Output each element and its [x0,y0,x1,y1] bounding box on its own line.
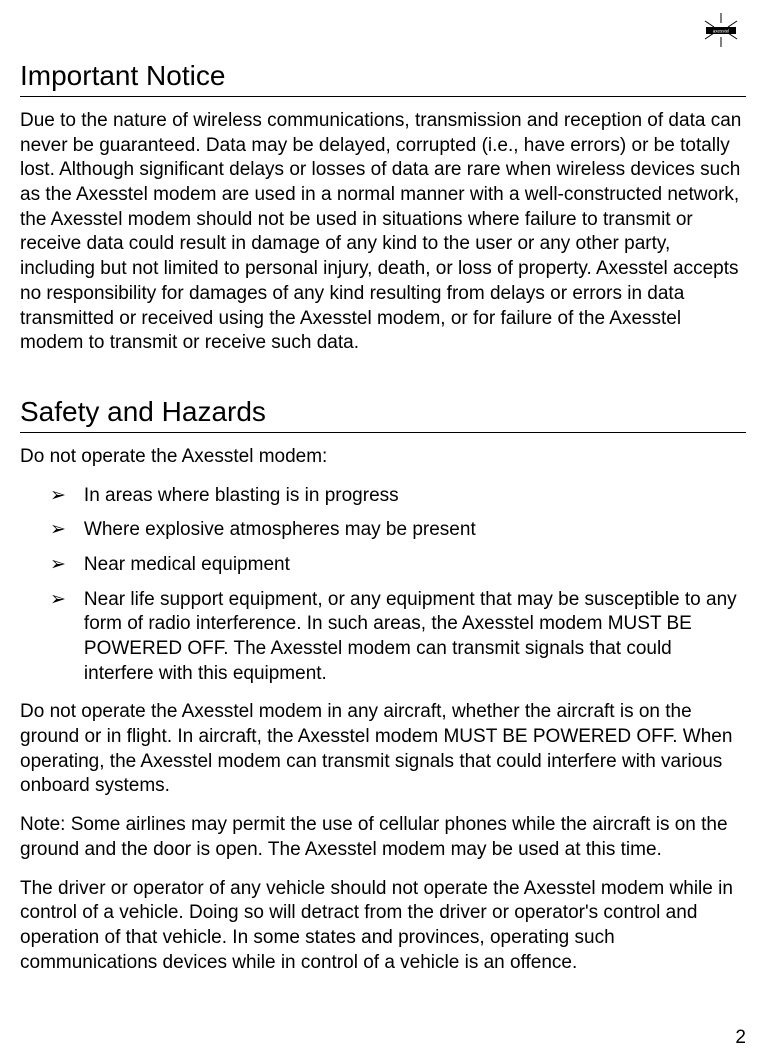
aircraft-paragraph: Do not operate the Axesstel modem in any… [20,700,746,799]
bullet-text: Near medical equipment [84,553,746,578]
safety-hazards-heading: Safety and Hazards [20,396,746,428]
bullet-icon: ➢ [50,553,66,578]
svg-text:axesstel: axesstel [713,29,730,34]
important-notice-heading: Important Notice [20,60,746,92]
bullet-icon: ➢ [50,484,66,509]
bullet-icon: ➢ [50,588,66,613]
safety-bullet-list: ➢ In areas where blasting is in progress… [20,484,746,687]
driver-paragraph: The driver or operator of any vehicle sh… [20,877,746,976]
divider [20,96,746,97]
safety-intro: Do not operate the Axesstel modem: [20,445,746,470]
list-item: ➢ Where explosive atmospheres may be pre… [20,518,746,543]
page-number: 2 [735,1027,746,1049]
axesstel-logo-icon: axesstel [696,10,746,50]
divider [20,432,746,433]
bullet-text: Near life support equipment, or any equi… [84,588,746,687]
bullet-icon: ➢ [50,518,66,543]
list-item: ➢ Near medical equipment [20,553,746,578]
list-item: ➢ In areas where blasting is in progress [20,484,746,509]
bullet-text: Where explosive atmospheres may be prese… [84,518,746,543]
brand-logo: axesstel [696,10,746,50]
list-item: ➢ Near life support equipment, or any eq… [20,588,746,687]
important-notice-body: Due to the nature of wireless communicat… [20,109,746,356]
bullet-text: In areas where blasting is in progress [84,484,746,509]
note-paragraph: Note: Some airlines may permit the use o… [20,813,746,862]
